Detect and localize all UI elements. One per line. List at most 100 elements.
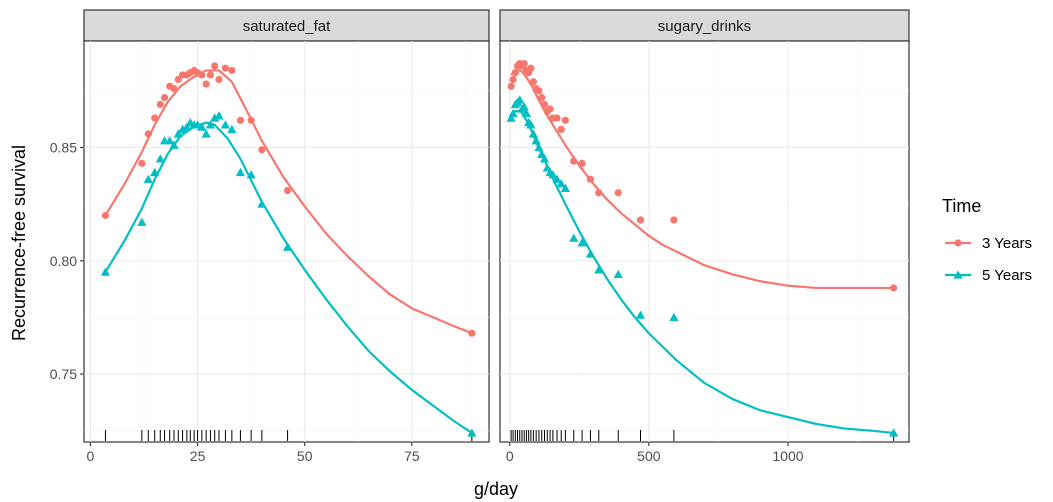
point-sugary-drinks-5-years [889, 428, 899, 437]
legend-key-marker [953, 270, 963, 279]
x-tick-label-saturated-fat: 50 [297, 448, 313, 464]
point-sugary-drinks-3-years [553, 114, 561, 122]
point-saturated-fat-5-years [235, 167, 246, 177]
point-saturated-fat-5-years [100, 267, 111, 276]
legend-label: 5 Years [982, 267, 1032, 284]
point-sugary-drinks-5-years [548, 170, 558, 179]
legend-label: 3 Years [982, 235, 1032, 252]
point-sugary-drinks-5-years [560, 183, 570, 192]
point-sugary-drinks-5-years [539, 154, 550, 163]
point-sugary-drinks-5-years [528, 129, 538, 138]
point-saturated-fat-3-years [144, 130, 152, 138]
x-tick-label-saturated-fat: 75 [404, 448, 420, 464]
point-sugary-drinks-5-years [552, 174, 562, 183]
panel-area-sugary-drinks [499, 40, 910, 443]
point-saturated-fat-3-years [228, 66, 236, 75]
point-saturated-fat-5-years [182, 122, 192, 131]
point-sugary-drinks-3-years [527, 64, 535, 72]
point-saturated-fat-3-years [211, 62, 219, 70]
point-saturated-fat-5-years [282, 242, 293, 251]
point-saturated-fat-5-years [210, 113, 220, 122]
point-sugary-drinks-3-years [529, 78, 537, 86]
point-sugary-drinks-3-years [546, 105, 554, 113]
point-sugary-drinks-5-years [508, 108, 518, 118]
x-tick-label-sugary-drinks: 500 [637, 448, 661, 464]
point-sugary-drinks-5-years [515, 95, 525, 104]
legend: Time 3 Years 5 Years [942, 196, 1032, 284]
point-saturated-fat-5-years [214, 111, 224, 120]
point-sugary-drinks-5-years [569, 233, 579, 242]
point-sugary-drinks-5-years [635, 310, 646, 319]
data-layer [100, 60, 899, 437]
point-sugary-drinks-5-years [613, 269, 623, 279]
point-sugary-drinks-3-years [520, 60, 528, 68]
axes-layer: 0 25 50 75 0 500 1000 0.75 0.80 0.85 [50, 139, 804, 464]
y-axis-title: Recurrence-free survival [9, 145, 29, 341]
point-saturated-fat-3-years [215, 75, 223, 84]
point-saturated-fat-3-years [156, 100, 164, 109]
point-saturated-fat-5-years [257, 199, 267, 208]
point-saturated-fat-3-years [283, 186, 292, 195]
series-line-sugary-drinks-5-years [510, 110, 894, 435]
point-saturated-fat-3-years [170, 84, 178, 93]
point-sugary-drinks-3-years [890, 284, 898, 292]
point-saturated-fat-3-years [236, 116, 245, 124]
point-sugary-drinks-3-years [511, 69, 519, 77]
point-sugary-drinks-5-years [534, 142, 544, 152]
point-saturated-fat-5-years [177, 124, 188, 134]
grid-layer [84, 41, 909, 442]
point-sugary-drinks-5-years [669, 312, 679, 322]
point-saturated-fat-3-years [160, 94, 169, 102]
point-sugary-drinks-3-years [578, 159, 586, 167]
panel-saturated-fat: saturated_fat [83, 9, 490, 443]
x-axis-title: g/day [474, 479, 518, 499]
point-saturated-fat-5-years [227, 124, 237, 134]
point-sugary-drinks-3-years [509, 75, 517, 84]
point-saturated-fat-3-years [247, 116, 255, 124]
series-line-sugary-drinks-3-years [510, 69, 894, 290]
point-sugary-drinks-3-years [614, 189, 622, 197]
y-tick-label: 0.75 [50, 366, 77, 382]
strip-saturated-fat [83, 9, 490, 42]
point-sugary-drinks-3-years [595, 189, 603, 197]
point-sugary-drinks-3-years [636, 216, 645, 224]
point-sugary-drinks-3-years [670, 216, 678, 224]
point-sugary-drinks-3-years [561, 116, 569, 124]
rug-layer [104, 430, 895, 441]
point-saturated-fat-5-years [169, 140, 179, 149]
panel-sugary-drinks: sugary_drinks [499, 9, 910, 443]
legend-items: 3 Years 5 Years [945, 235, 1032, 284]
point-sugary-drinks-5-years [526, 120, 536, 129]
point-sugary-drinks-3-years [540, 100, 549, 109]
point-sugary-drinks-5-years [531, 136, 541, 145]
point-saturated-fat-5-years [467, 428, 477, 437]
legend-title: Time [942, 196, 981, 216]
y-tick-label: 0.80 [50, 253, 77, 269]
point-saturated-fat-5-years [137, 217, 147, 226]
x-tick-label-sugary-drinks: 0 [506, 448, 514, 464]
point-sugary-drinks-5-years [577, 238, 587, 247]
point-sugary-drinks-3-years [538, 94, 546, 102]
point-saturated-fat-5-years [246, 170, 256, 179]
point-saturated-fat-3-years [258, 146, 266, 154]
point-sugary-drinks-3-years [535, 87, 543, 95]
point-saturated-fat-3-years [151, 114, 159, 122]
series-line-saturated-fat-3-years [104, 69, 473, 335]
point-saturated-fat-5-years [143, 174, 153, 183]
point-saturated-fat-3-years [206, 71, 215, 79]
point-saturated-fat-5-years [201, 129, 211, 138]
point-saturated-fat-5-years [150, 167, 160, 177]
point-sugary-drinks-5-years [521, 108, 532, 118]
point-saturated-fat-5-years [197, 122, 207, 131]
strip-title-saturated-fat: saturated_fat [243, 18, 331, 35]
series-line-saturated-fat-5-years [104, 121, 473, 434]
point-sugary-drinks-3-years [570, 157, 578, 165]
point-sugary-drinks-3-years [557, 125, 565, 133]
point-sugary-drinks-5-years [594, 265, 604, 274]
x-tick-label-saturated-fat: 0 [87, 448, 95, 464]
legend-key-marker [954, 239, 962, 247]
point-saturated-fat-3-years [101, 211, 110, 220]
y-tick-label: 0.85 [50, 139, 77, 155]
point-saturated-fat-5-years [205, 120, 216, 129]
